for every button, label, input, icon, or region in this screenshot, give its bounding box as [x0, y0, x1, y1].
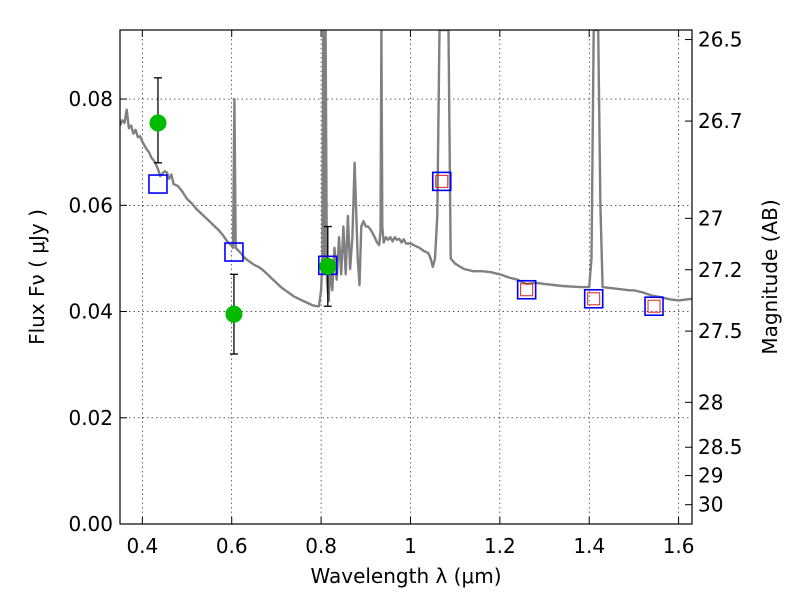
upper-limit-marker [520, 283, 534, 297]
x-tick-label: 1 [404, 534, 417, 558]
model-square-marker [224, 242, 244, 262]
x-tick-label: 1.2 [484, 534, 516, 558]
model-square-marker [644, 296, 664, 317]
y-tick-label: 0.00 [68, 512, 113, 536]
spectrum-line [120, 30, 692, 308]
model-square-marker [516, 279, 537, 300]
x-tick-label: 1.6 [663, 534, 695, 558]
y2-tick-label: 27.5 [698, 319, 743, 343]
x-tick-label: 0.6 [216, 534, 248, 558]
observed-point [225, 305, 243, 323]
y2-tick-label: 29 [698, 464, 723, 488]
spectrum-layer [120, 30, 692, 308]
y2-tick-label: 28 [698, 390, 723, 414]
y2-tick-label: 27 [698, 206, 723, 230]
y2-tick-label: 26.5 [698, 28, 743, 52]
x-tick-label: 1.4 [573, 534, 605, 558]
ticks [120, 30, 692, 525]
y2-tick-label: 30 [698, 493, 723, 517]
x-axis-label: Wavelength λ (μm) [310, 564, 501, 588]
upper-limit-marker [435, 174, 449, 188]
model-square-marker [583, 288, 604, 309]
observed-point [149, 114, 167, 132]
x-tick-label: 0.4 [126, 534, 158, 558]
tick-labels: 0.4 0.6 0.8 1 1.2 1.4 1.6 0.00 0.02 0.04 0.06 0.08 2… [68, 28, 742, 558]
upper-limit-marker [587, 292, 601, 306]
y-tick-label: 0.04 [68, 300, 113, 324]
y-tick-label: 0.06 [68, 193, 113, 217]
y-tick-label: 0.02 [68, 406, 113, 430]
y2-tick-label: 26.7 [698, 109, 743, 133]
y-axis-label: Flux Fν ( μJy ) [25, 209, 49, 345]
x-tick-label: 0.8 [305, 534, 337, 558]
y2-axis-label: Magnitude (AB) [758, 199, 782, 354]
plot-frame [119, 29, 693, 525]
model-square-marker [148, 174, 168, 194]
y2-tick-label: 28.5 [698, 435, 743, 459]
upper-limit-marker [647, 299, 661, 313]
y-tick-label: 0.08 [68, 87, 113, 111]
y2-tick-label: 27.2 [698, 258, 743, 282]
observed-point [319, 257, 337, 275]
model-square-marker [431, 171, 452, 192]
marker-layer [148, 77, 664, 355]
